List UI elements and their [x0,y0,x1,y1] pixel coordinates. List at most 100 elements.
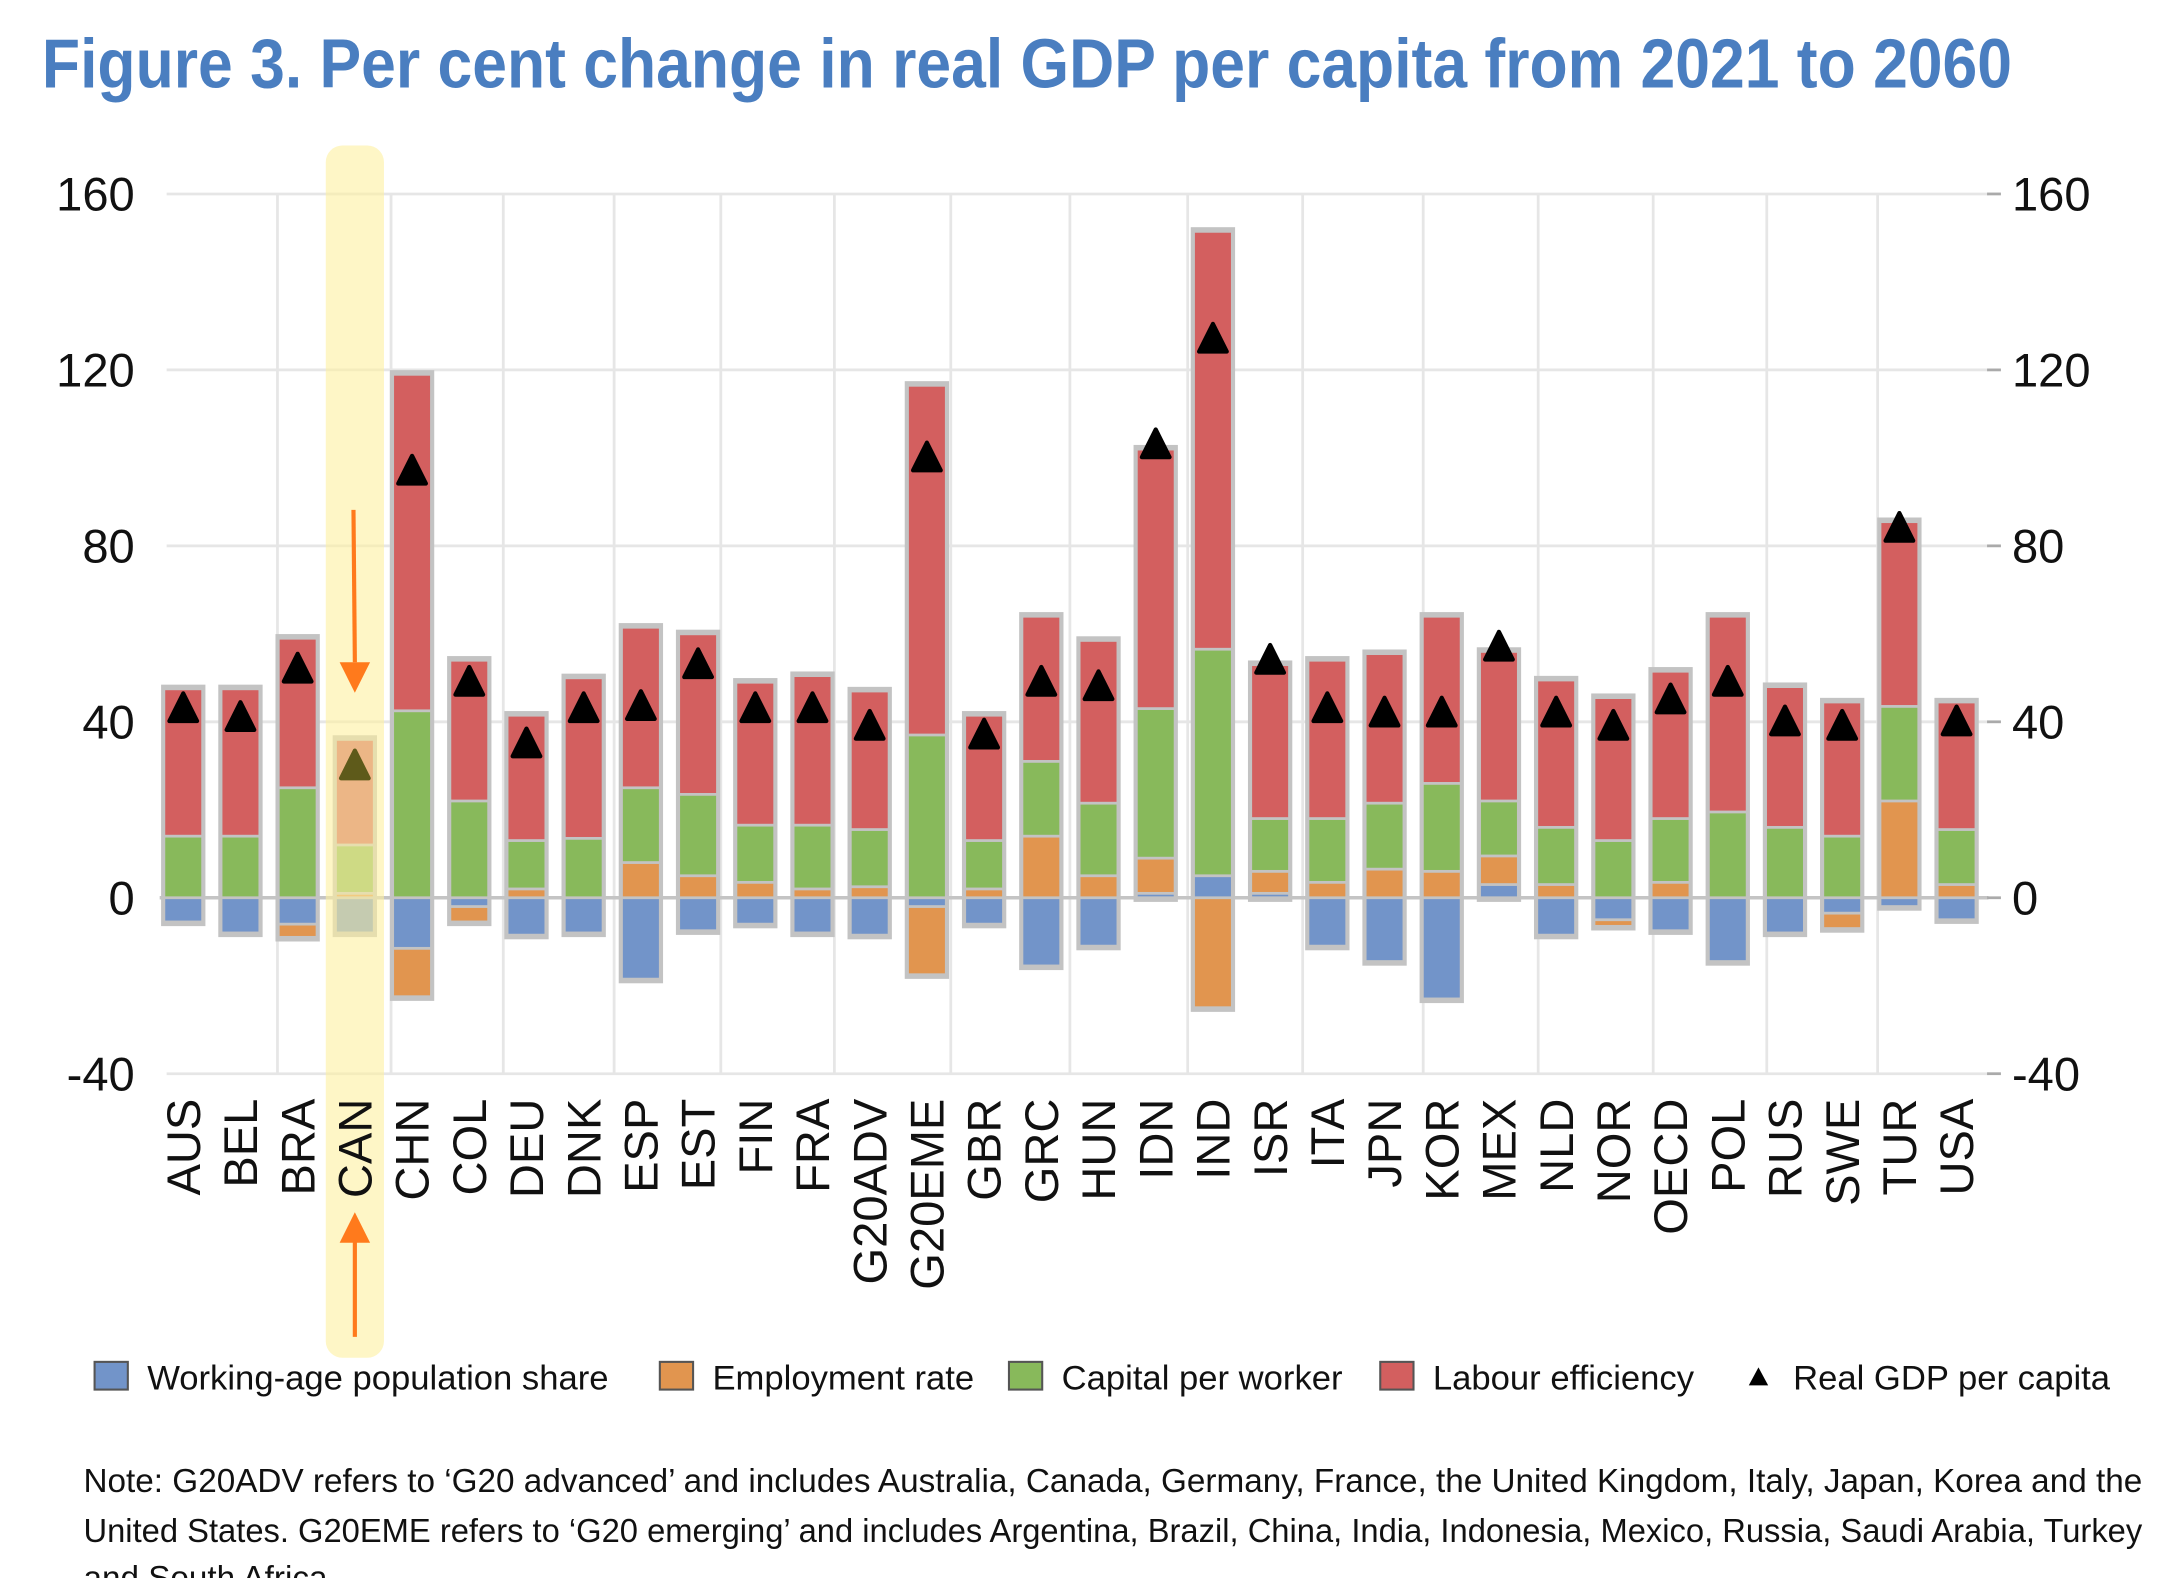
bar-segment-capital-per-worker [1194,650,1231,875]
bar-segment-employment-rate [1366,870,1403,897]
bar-segment-working-age-population-share [508,899,545,934]
bar-segment-employment-rate [1252,872,1289,892]
legend-label: Real GDP per capita [1793,1360,2111,1398]
x-tick-label: COL [443,1099,496,1196]
bar-segment-employment-rate [1194,899,1231,1007]
gdp-marker [1311,691,1344,724]
gdp-marker [1883,510,1916,543]
bar-segment-employment-rate [394,949,431,996]
legend-triangle-icon [1748,1367,1769,1386]
bar-segment-employment-rate [1309,883,1346,897]
x-tick-label: POL [1701,1099,1754,1193]
y-tick-label-left: 160 [56,168,135,221]
y-tick-label-left: 0 [109,871,135,924]
gdp-marker [796,691,829,724]
x-tick-label: RUS [1759,1099,1812,1198]
x-tick-label: KOR [1415,1099,1468,1201]
bar-segment-employment-rate [622,863,659,897]
gdp-marker [338,748,371,781]
gdp-marker [510,726,543,759]
x-tick-label: NLD [1530,1099,1583,1193]
bar-segment-capital-per-worker [794,826,831,888]
x-tick-label: GRC [1015,1099,1068,1204]
bar-segment-capital-per-worker [1766,828,1803,897]
y-tick-label-right: 0 [2012,871,2038,924]
legend-label: Employment rate [712,1360,974,1398]
arrow-down-head-icon [339,662,371,693]
bar-segment-working-age-population-share [680,899,717,930]
y-tick-label-right: 120 [2012,344,2091,397]
bar-segment-working-age-population-share [1366,899,1403,961]
legend-swatch [93,1360,129,1391]
bar-segment-labour-efficiency [1137,450,1174,708]
bar-segment-employment-rate [1824,914,1861,928]
gdp-marker [396,453,428,486]
gdp-marker [224,700,257,732]
bar-segment-working-age-population-share [1595,899,1632,919]
gdp-marker [1711,664,1744,697]
x-tick-label: EST [672,1099,725,1191]
arrow-down-icon [351,509,357,663]
bar-segment-capital-per-worker [622,789,659,862]
bar-segment-employment-rate [1595,921,1632,925]
x-tick-label: G20ADV [843,1098,896,1284]
bar-segment-working-age-population-share [622,899,659,978]
x-tick-label: NOR [1587,1099,1640,1204]
y-tick-label-right: -40 [2012,1047,2080,1100]
bar-segment-working-age-population-share [851,899,888,934]
bar-segment-employment-rate [1023,837,1060,897]
x-tick-label: G20EME [901,1099,954,1290]
bar-segment-employment-rate [908,907,945,974]
x-tick-label: HUN [1072,1099,1125,1201]
bar-segment-capital-per-worker [1595,841,1632,897]
y-tick-label-left: -40 [67,1047,135,1100]
gdp-marker [968,717,1001,750]
bar-segment-employment-rate [1538,885,1575,897]
gdp-marker [1139,427,1172,460]
gdp-marker [1254,642,1287,675]
legend-swatch [1379,1360,1415,1391]
x-tick-label: USA [1930,1098,1983,1195]
bar-segment-working-age-population-share [394,899,431,947]
bar-segment-working-age-population-share [1480,885,1517,897]
bar-segment-labour-efficiency [1194,232,1231,648]
bar-segment-capital-per-worker [1366,804,1403,868]
bar-segment-working-age-population-share [1423,899,1460,998]
bar-segment-capital-per-worker [451,802,488,897]
x-tick-label: DNK [557,1099,610,1198]
bar-segment-capital-per-worker [908,736,945,897]
note-line: and South Africa. [83,1560,336,1578]
bar-segment-working-age-population-share [1938,899,1975,919]
x-tick-label: OECD [1644,1099,1697,1235]
bar-segment-capital-per-worker [222,837,259,897]
y-tick-label-right: 80 [2012,519,2064,572]
gdp-marker [453,664,486,697]
bar-segment-working-age-population-share [1194,877,1231,897]
y-tick-label-right: 40 [2012,695,2064,748]
legend-swatch [658,1360,695,1391]
gdp-marker [1826,708,1859,741]
x-tick-label: IDN [1129,1099,1182,1180]
y-tick-label-left: 120 [56,344,135,397]
bar-segment-working-age-population-share [1137,894,1174,897]
gdp-marker [1196,321,1229,354]
bar-segment-employment-rate [1938,885,1975,897]
bar-segment-employment-rate [1652,883,1689,897]
note-line: United States. G20EME refers to ‘G20 eme… [83,1513,2142,1550]
bar-segment-working-age-population-share [1023,899,1060,965]
bar-segment-capital-per-worker [1652,819,1689,881]
bar-segment-working-age-population-share [908,899,945,906]
gdp-marker [1368,695,1401,728]
x-tick-label: TUR [1873,1099,1926,1196]
bar-segment-working-age-population-share [1652,899,1689,930]
bar-segment-capital-per-worker [1480,802,1517,855]
bar-segment-working-age-population-share [1881,899,1918,906]
x-tick-label: DEU [500,1099,553,1198]
bar-segment-labour-efficiency [908,386,945,734]
bar-segment-capital-per-worker [1252,819,1289,870]
legend-label: Working-age population share [147,1360,608,1398]
bar-segment-capital-per-worker [508,841,545,888]
bar-segment-working-age-population-share [165,899,202,921]
y-axis: 160 160 120 120 80 80 40 40 0 0 -40 -40 [56,168,2090,1101]
bar-segment-capital-per-worker [1423,784,1460,870]
